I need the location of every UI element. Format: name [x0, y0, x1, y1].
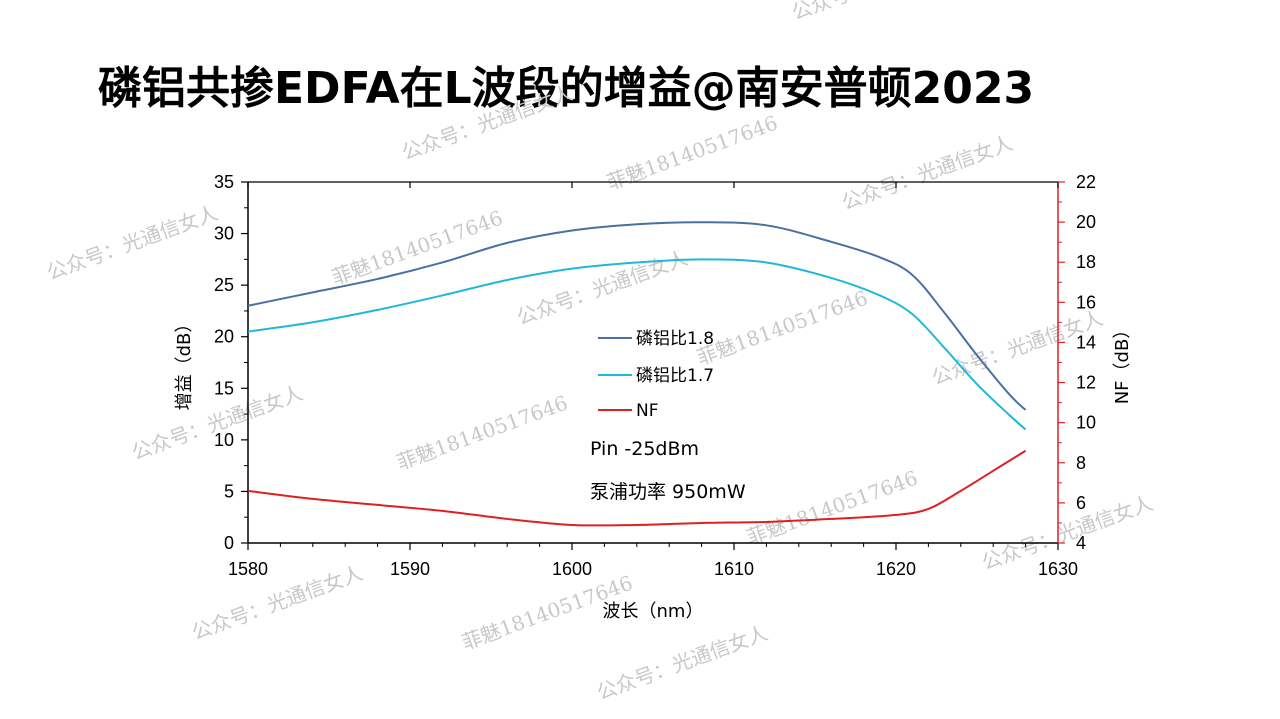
x-axis-label: 波长（nm） — [603, 601, 704, 622]
y-tick-label: 15 — [214, 378, 234, 398]
legend: 磷铝比1.8 磷铝比1.7 NF — [598, 329, 714, 421]
y2-tick-label: 6 — [1076, 493, 1086, 513]
y-tick-label: 20 — [214, 327, 234, 347]
annotation-input-power: Pin -25dBm — [590, 438, 699, 460]
y2-tick-label: 14 — [1076, 332, 1096, 352]
x-tick-label: 1620 — [876, 559, 916, 579]
y2-tick-label: 8 — [1076, 453, 1086, 473]
y-axis-label: 增益（dB） — [174, 315, 195, 411]
y2-axis-label: NF（dB） — [1112, 321, 1133, 405]
watermark-text: 公众号：光通信女人 — [839, 131, 1016, 215]
x-tick-label: 1580 — [228, 559, 268, 579]
y2-tick-label: 10 — [1076, 413, 1096, 433]
series-line-NF — [247, 449, 1027, 527]
series-line-磷铝比1.7 — [247, 258, 1027, 431]
watermark-text: 菲魅18140517646 — [394, 391, 571, 475]
x-tick-label: 1630 — [1038, 559, 1078, 579]
y-tick-label: 0 — [224, 533, 234, 553]
watermark-text: 公众号：光通信女人 — [189, 561, 366, 645]
x-tick-label: 1610 — [714, 559, 754, 579]
y-tick-label: 25 — [214, 275, 234, 295]
page-title: 磷铝共掺EDFA在L波段的增益@南安普顿2023 — [98, 63, 1035, 114]
watermark-text: 公众号：光通信女人 — [789, 0, 966, 25]
axes-layer: 1580 1590 1600 1610 1620 16300510152025303546… — [174, 172, 1133, 622]
watermark-text: 菲魅18140517646 — [329, 206, 506, 290]
watermark-text: 菲魅18140517646 — [744, 466, 921, 550]
series-line-磷铝比1.8 — [247, 221, 1027, 411]
y2-tick-label: 4 — [1076, 533, 1086, 553]
y-tick-label: 30 — [214, 224, 234, 244]
x-tick-label: 1590 — [390, 559, 430, 579]
annotation-pump-power: 泵浦功率 950mW — [590, 481, 746, 503]
legend-label: NF — [636, 401, 659, 421]
legend-label: 磷铝比1.7 — [636, 366, 714, 386]
y2-tick-label: 22 — [1076, 172, 1096, 192]
x-tick-label: 1600 — [552, 559, 592, 579]
watermark-layer: 公众号：光通信女人公众号：光通信女人公众号：光通信女人公众号：光通信女人公众号：… — [44, 0, 1156, 705]
y2-tick-label: 16 — [1076, 292, 1096, 312]
y2-tick-label: 12 — [1076, 373, 1096, 393]
y2-tick-label: 18 — [1076, 252, 1096, 272]
y-tick-label: 35 — [214, 172, 234, 192]
watermark-text: 公众号：光通信女人 — [399, 81, 576, 165]
watermark-text: 公众号：光通信女人 — [44, 201, 221, 285]
series-layer — [247, 221, 1027, 527]
watermark-text: 公众号：光通信女人 — [594, 621, 771, 705]
y-tick-label: 5 — [224, 481, 234, 501]
y-tick-label: 10 — [214, 430, 234, 450]
watermark-text: 公众号：光通信女人 — [514, 246, 691, 330]
y2-tick-label: 20 — [1076, 212, 1096, 232]
watermark-text: 菲魅18140517646 — [694, 286, 871, 370]
annotations: Pin -25dBm 泵浦功率 950mW — [590, 438, 746, 503]
legend-label: 磷铝比1.8 — [636, 329, 714, 349]
